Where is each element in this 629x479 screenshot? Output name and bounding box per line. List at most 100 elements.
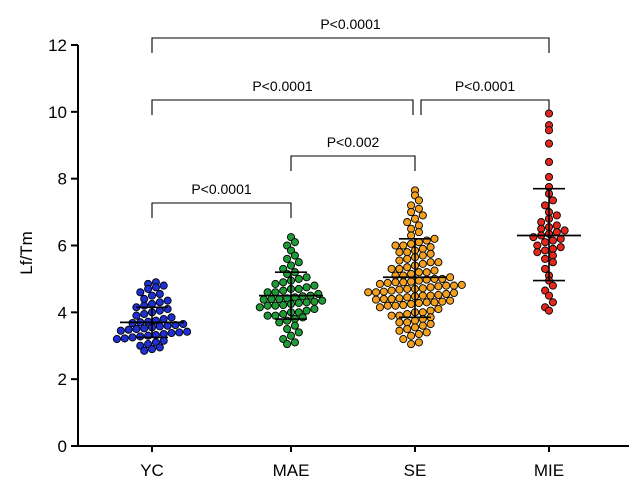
data-point xyxy=(387,311,396,320)
data-point xyxy=(418,308,427,317)
data-point xyxy=(395,318,404,327)
x-category-label: SE xyxy=(404,461,427,479)
data-point xyxy=(403,248,412,257)
data-point xyxy=(403,309,412,319)
data-point xyxy=(155,289,164,299)
data-point xyxy=(434,290,443,300)
p-value-label: P<0.0001 xyxy=(191,181,252,197)
significance-brackets: P<0.0001 P<0.002 P<0.0001 P<0.0001 P<0.0001 xyxy=(151,16,550,218)
data-point xyxy=(116,326,125,335)
data-point xyxy=(375,303,384,312)
data-point xyxy=(136,332,145,341)
data-point xyxy=(383,301,392,310)
data-point xyxy=(442,281,451,290)
data-point xyxy=(426,291,435,300)
data-point xyxy=(279,309,288,319)
data-point xyxy=(414,298,423,308)
data-point xyxy=(371,288,381,297)
data-point xyxy=(140,346,149,355)
data-point xyxy=(263,301,272,310)
data-point xyxy=(430,298,439,307)
data-point xyxy=(298,313,307,322)
data-point xyxy=(537,224,546,233)
data-point xyxy=(414,204,423,213)
mean-sd-bars xyxy=(120,187,581,339)
data-point xyxy=(426,306,435,315)
data-point xyxy=(403,324,412,334)
y-tick-label: 8 xyxy=(58,170,67,189)
data-point xyxy=(418,259,427,268)
data-point xyxy=(541,246,550,255)
data-point xyxy=(556,243,565,252)
data-point xyxy=(395,248,404,257)
data-point xyxy=(548,196,557,205)
data-point xyxy=(446,296,455,305)
data-point xyxy=(544,109,554,118)
data-point xyxy=(395,294,404,303)
data-point xyxy=(426,249,435,258)
data-point xyxy=(403,318,412,327)
data-point xyxy=(548,251,557,260)
significance-bracket xyxy=(151,37,550,53)
data-point xyxy=(290,251,299,260)
data-point xyxy=(548,281,557,290)
data-point xyxy=(364,288,373,297)
data-point xyxy=(140,294,149,304)
data-point xyxy=(302,273,311,282)
data-point xyxy=(541,264,550,273)
data-point xyxy=(418,251,427,260)
data-point xyxy=(136,288,145,297)
data-point xyxy=(544,139,554,148)
data-point xyxy=(159,336,168,345)
data-point xyxy=(418,284,427,293)
data-point xyxy=(544,306,554,315)
data-point xyxy=(434,282,443,291)
data-point xyxy=(132,311,141,320)
data-point xyxy=(422,298,431,307)
data-point xyxy=(541,254,550,263)
data-point xyxy=(124,325,133,334)
data-point xyxy=(537,218,546,227)
data-point xyxy=(144,331,153,340)
significance-bracket xyxy=(420,99,550,115)
data-point xyxy=(275,318,284,327)
data-point xyxy=(403,293,412,302)
data-point xyxy=(414,330,423,339)
data-point xyxy=(144,284,153,293)
data-point xyxy=(283,340,292,349)
data-point xyxy=(438,297,447,306)
data-point xyxy=(533,241,542,250)
data-point xyxy=(183,327,192,336)
data-point xyxy=(175,328,184,337)
data-point xyxy=(294,328,303,337)
y-tick-label: 2 xyxy=(58,370,67,389)
data-point xyxy=(395,256,404,265)
data-point xyxy=(387,286,396,295)
y-tick-label: 10 xyxy=(48,103,67,122)
data-point xyxy=(446,273,455,282)
data-point xyxy=(140,301,149,310)
data-point xyxy=(155,322,164,331)
data-point xyxy=(548,244,557,253)
data-point xyxy=(379,294,388,304)
data-point xyxy=(426,258,435,267)
p-value-label: P<0.002 xyxy=(327,134,380,150)
data-point xyxy=(318,296,327,305)
data-point xyxy=(449,281,459,290)
data-point xyxy=(120,334,129,343)
data-point xyxy=(391,241,400,250)
data-point xyxy=(399,278,408,287)
data-point xyxy=(403,263,412,272)
data-point xyxy=(279,286,288,295)
data-point xyxy=(302,283,311,292)
data-point xyxy=(403,284,412,293)
data-point xyxy=(387,264,396,273)
data-point xyxy=(163,296,172,305)
data-point xyxy=(407,224,416,233)
x-category-label: YC xyxy=(140,461,164,479)
data-point xyxy=(140,324,149,333)
data-point xyxy=(310,281,319,290)
data-point xyxy=(414,221,423,230)
data-point xyxy=(399,300,408,310)
